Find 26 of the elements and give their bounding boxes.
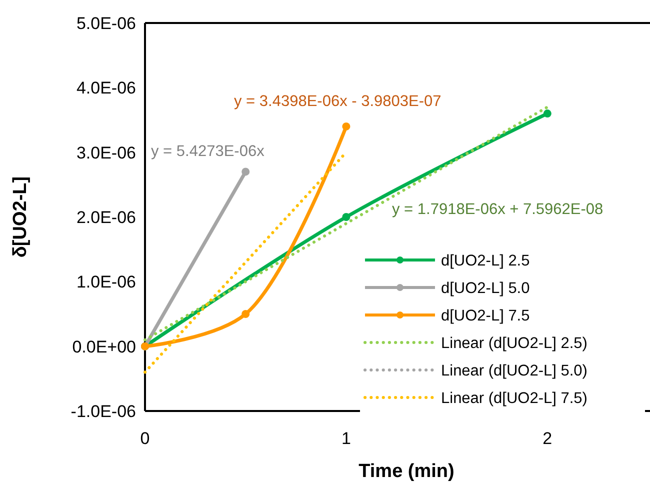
annotation: y = 5.4273E-06x (151, 143, 265, 160)
legend-label: d[UO2-L] 5.0 (441, 280, 530, 297)
annotation: y = 3.4398E-06x - 3.9803E-07 (234, 93, 442, 110)
y-tick-label: 4.0E-06 (76, 78, 136, 98)
y-tick-label: 1.0E-06 (76, 272, 136, 292)
legend-label: Linear (d[UO2-L] 5.0) (441, 362, 588, 380)
point (342, 213, 350, 221)
y-tick-label: 3.0E-06 (76, 143, 136, 162)
x-tick-label: 2 (542, 429, 552, 448)
y-tick-label: 2.0E-06 (76, 208, 136, 227)
legend-label: Linear (d[UO2-L] 2.5) (441, 334, 588, 352)
x-tick-label: 0 (140, 429, 150, 448)
point (543, 110, 552, 118)
point (342, 122, 350, 130)
point (242, 168, 250, 176)
y-tick-label: -1.0E-06 (70, 402, 136, 421)
x-axis-title: Time (min) (358, 461, 454, 482)
legend-label: d[UO2-L] 7.5 (441, 307, 530, 324)
y-tick-label: 0.0E+00 (72, 337, 136, 356)
y-axis-title: δ[UO2-L] (10, 176, 31, 258)
point (242, 310, 250, 318)
legend-label: d[UO2-L] 2.5 (441, 252, 530, 270)
x-tick-label: 1 (341, 429, 351, 448)
annotation: y = 1.7918E-06x + 7.5962E-08 (392, 201, 604, 218)
legend-label: Linear (d[UO2-L] 7.5) (441, 390, 588, 407)
y-tick-label: 5.0E-06 (76, 14, 136, 33)
